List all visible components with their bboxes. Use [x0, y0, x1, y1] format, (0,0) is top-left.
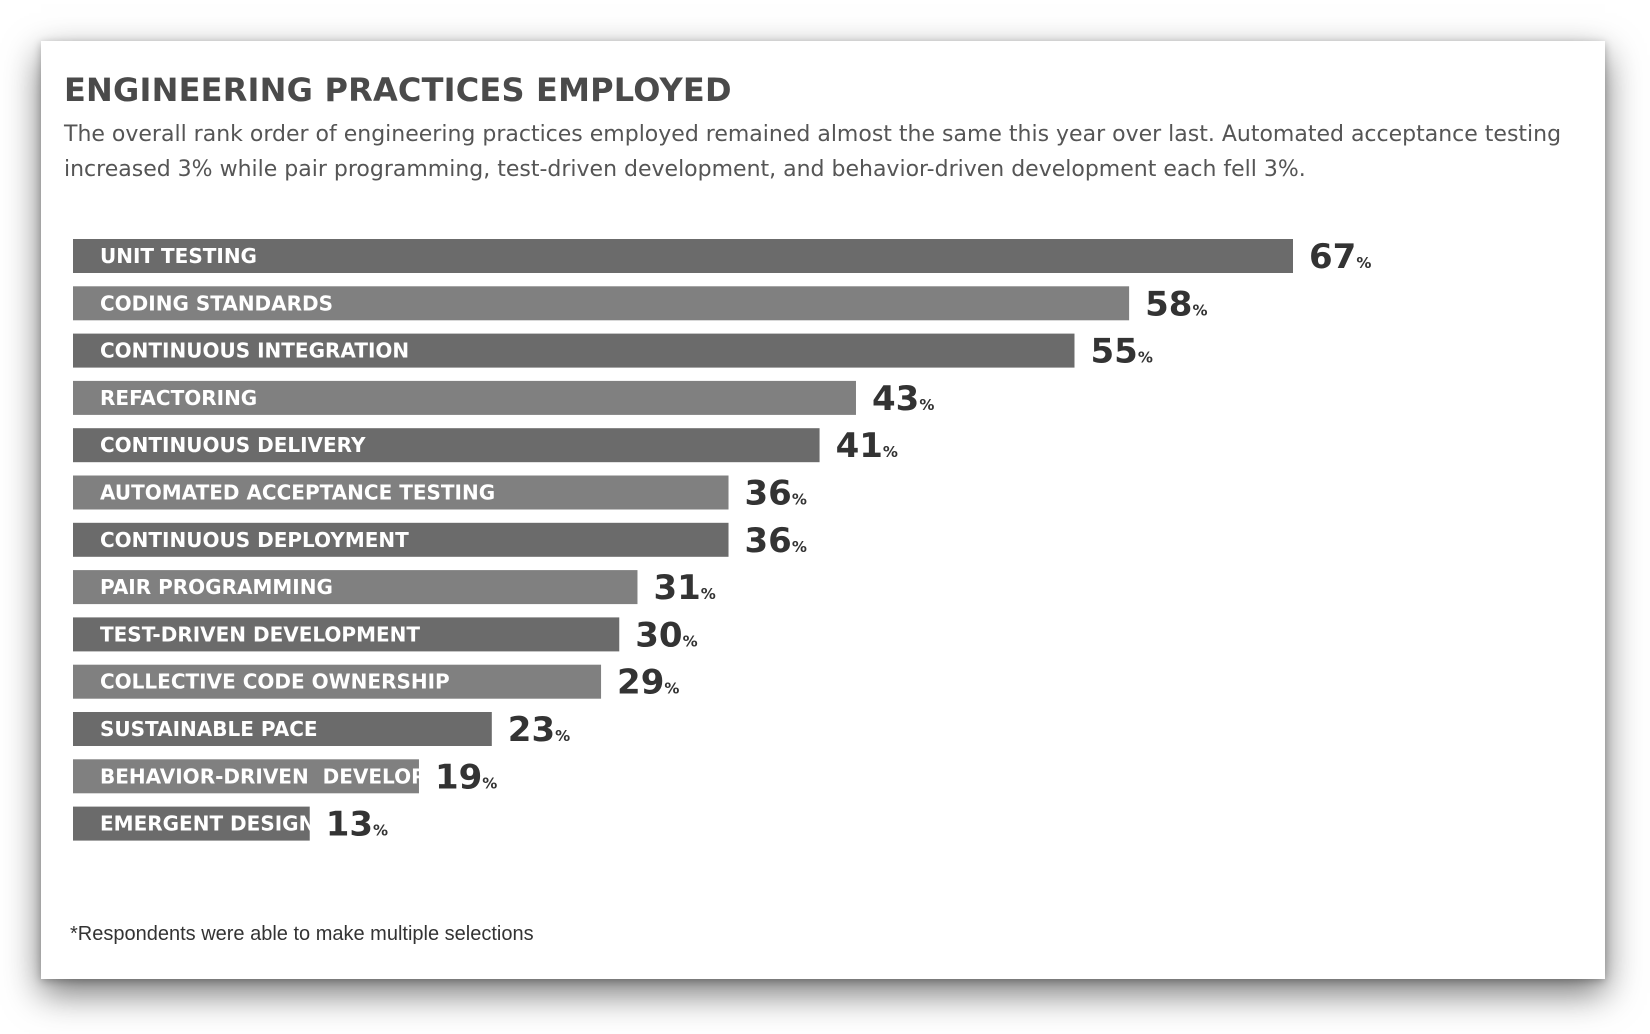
bar-value-label: 31%	[653, 568, 715, 608]
bar-row: TEST-DRIVEN DEVELOPMENT 30%	[73, 615, 698, 655]
bar-category-label: COLLECTIVE CODE OWNERSHIP	[100, 670, 450, 694]
bar-value-label: 55%	[1090, 332, 1152, 372]
bar-row: SUSTAINABLE PACE 23%	[73, 710, 570, 750]
bar	[73, 380, 856, 415]
bar-value-label: 13%	[326, 805, 388, 845]
bar-category-label: TEST-DRIVEN DEVELOPMENT	[100, 622, 420, 646]
footnote: *Respondents were able to make multiple …	[70, 923, 534, 945]
chart-card: ENGINEERING PRACTICES EMPLOYED The overa…	[41, 41, 1605, 979]
bar-value-label: 41%	[836, 426, 898, 466]
bar-category-label: CODING STANDARDS	[100, 291, 333, 315]
bar-row: CODING STANDARDS 58%	[73, 284, 1207, 324]
bar-value-label: 30%	[635, 615, 697, 655]
bar	[73, 806, 310, 841]
bar-value-label: 67%	[1309, 237, 1371, 277]
bar	[73, 286, 1130, 321]
bar-row: CONTINUOUS DEPLOYMENT 36%	[73, 521, 807, 561]
bar-category-label: CONTINUOUS INTEGRATION	[100, 339, 409, 363]
bar	[73, 428, 820, 463]
bar-value-label: 19%	[435, 757, 497, 797]
bar	[73, 239, 1293, 273]
chart-title: ENGINEERING PRACTICES EMPLOYED	[64, 71, 732, 109]
bar	[73, 475, 729, 510]
bar	[73, 759, 419, 794]
bar-category-label: EMERGENT DESIGN	[100, 812, 315, 836]
bar-value-label: 43%	[872, 379, 934, 419]
bar	[73, 664, 602, 699]
bar-category-label: SUSTAINABLE PACE	[100, 717, 318, 741]
bar-row: BEHAVIOR-DRIVEN DEVELOPMENT (BDD)19%	[73, 757, 563, 797]
bar-value-label: 58%	[1145, 284, 1207, 324]
bar-row: UNIT TESTING 67%	[73, 237, 1371, 277]
bar	[73, 617, 620, 652]
chart-subtitle: The overall rank order of engineering pr…	[64, 122, 1562, 182]
bar-row: CONTINUOUS DELIVERY 41%	[73, 426, 898, 466]
bar-chart: UNIT TESTING 67% CODING STANDARDS 58% CONTIN…	[73, 237, 1371, 845]
bar-row: PAIR PROGRAMMING 31%	[73, 568, 716, 608]
bar-category-label: UNIT TESTING	[100, 244, 257, 268]
bar	[73, 522, 729, 557]
bar-category-label: BEHAVIOR-DRIVEN DEVELOPMENT (BDD)	[100, 764, 563, 788]
bar-value-label: 23%	[508, 710, 570, 750]
bar-value-label: 29%	[617, 663, 679, 703]
bar-category-label: AUTOMATED ACCEPTANCE TESTING	[100, 481, 495, 505]
bar-category-label: CONTINUOUS DEPLOYMENT	[100, 528, 409, 552]
bar-category-label: REFACTORING	[100, 386, 257, 410]
bar-row: EMERGENT DESIGN 13%	[73, 805, 388, 845]
bar	[73, 333, 1075, 368]
bar-value-label: 36%	[745, 474, 807, 514]
bar-row: CONTINUOUS INTEGRATION 55%	[73, 332, 1153, 372]
bar-row: AUTOMATED ACCEPTANCE TESTING 36%	[73, 474, 807, 514]
bar	[73, 712, 492, 746]
bar-category-label: PAIR PROGRAMMING	[100, 575, 333, 599]
bar-row: REFACTORING 43%	[73, 379, 934, 419]
bar-category-label: CONTINUOUS DELIVERY	[100, 433, 366, 457]
bar-value-label: 36%	[745, 521, 807, 561]
bar	[73, 570, 638, 605]
bar-row: COLLECTIVE CODE OWNERSHIP 29%	[73, 663, 679, 703]
